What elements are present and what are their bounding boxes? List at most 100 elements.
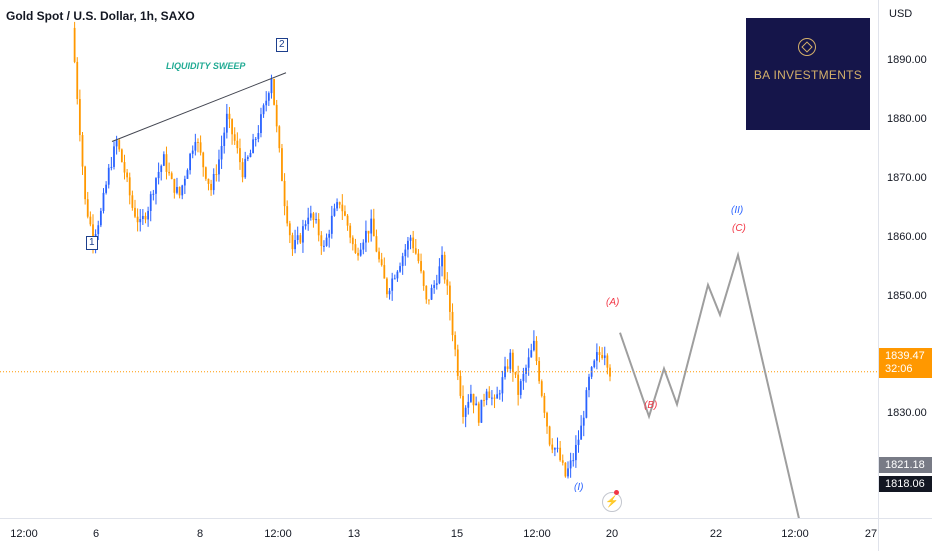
wave-1-label[interactable]: 1 — [86, 236, 98, 250]
candle-body[interactable] — [365, 230, 367, 243]
candle-body[interactable] — [393, 278, 396, 280]
candle-body[interactable] — [603, 355, 606, 358]
candle-body[interactable] — [396, 271, 399, 279]
current-price-badge[interactable]: 1839.47 32:06 — [879, 348, 932, 378]
candle-body[interactable] — [582, 417, 585, 426]
candle-body[interactable] — [275, 104, 278, 127]
candle-body[interactable] — [126, 172, 129, 178]
candle-body[interactable] — [149, 194, 152, 211]
candle-body[interactable] — [506, 366, 509, 369]
liquidity-sweep-trendline[interactable] — [111, 72, 287, 142]
candle-body[interactable] — [270, 79, 273, 94]
candle-body[interactable] — [102, 192, 105, 211]
price-axis[interactable]: USD 1890.00 1880.00 1870.00 1860.00 1850… — [878, 0, 932, 518]
candle-body[interactable] — [181, 185, 184, 196]
candle-body[interactable] — [543, 395, 546, 413]
candle-body[interactable] — [407, 240, 409, 250]
candle-body[interactable] — [588, 376, 590, 391]
candle-body[interactable] — [357, 252, 359, 256]
candle-body[interactable] — [386, 278, 388, 295]
candle-body[interactable] — [168, 171, 171, 174]
candle-body[interactable] — [383, 265, 386, 279]
candle-body[interactable] — [428, 299, 430, 301]
candle-body[interactable] — [480, 399, 483, 423]
wave-i-label[interactable]: (I) — [574, 482, 584, 493]
candle-body[interactable] — [359, 249, 362, 256]
candle-body[interactable] — [252, 139, 254, 154]
candle-body[interactable] — [606, 355, 609, 368]
candle-body[interactable] — [199, 142, 202, 153]
candle-body[interactable] — [401, 256, 404, 267]
candle-body[interactable] — [338, 202, 341, 205]
candle-body[interactable] — [291, 235, 294, 250]
candle-body[interactable] — [491, 397, 493, 399]
candle-body[interactable] — [567, 468, 569, 477]
candle-body[interactable] — [244, 158, 247, 178]
candle-body[interactable] — [580, 425, 583, 440]
candle-body[interactable] — [131, 195, 134, 208]
candle-body[interactable] — [462, 395, 464, 417]
candle-body[interactable] — [354, 244, 357, 253]
price-chart[interactable] — [0, 0, 878, 518]
candle-body[interactable] — [493, 397, 496, 399]
candle-body[interactable] — [559, 447, 562, 461]
candle-body[interactable] — [254, 138, 257, 140]
candle-body[interactable] — [561, 460, 564, 463]
candle-body[interactable] — [336, 202, 338, 209]
candle-body[interactable] — [170, 173, 173, 179]
candle-body[interactable] — [456, 349, 459, 376]
candle-body[interactable] — [446, 279, 449, 286]
candle-body[interactable] — [535, 340, 538, 362]
candle-body[interactable] — [496, 394, 499, 399]
candle-body[interactable] — [553, 448, 556, 450]
candle-body[interactable] — [375, 236, 378, 252]
candle-body[interactable] — [372, 218, 375, 237]
candle-body[interactable] — [522, 373, 525, 382]
candle-body[interactable] — [231, 119, 233, 135]
candle-body[interactable] — [228, 113, 231, 120]
candle-body[interactable] — [304, 224, 307, 227]
candle-body[interactable] — [89, 216, 92, 225]
candle-body[interactable] — [433, 284, 436, 288]
candle-body[interactable] — [315, 219, 317, 221]
candle-body[interactable] — [176, 186, 178, 193]
candle-body[interactable] — [412, 237, 415, 249]
candle-body[interactable] — [78, 99, 81, 136]
candle-body[interactable] — [134, 207, 136, 217]
candle-body[interactable] — [144, 215, 147, 220]
candle-body[interactable] — [341, 204, 344, 212]
candle-body[interactable] — [540, 381, 543, 396]
candle-body[interactable] — [212, 173, 215, 191]
candle-body[interactable] — [239, 148, 241, 163]
candle-body[interactable] — [420, 261, 422, 272]
candle-body[interactable] — [147, 210, 150, 220]
candle-body[interactable] — [118, 140, 121, 150]
candle-body[interactable] — [162, 154, 165, 166]
candle-body[interactable] — [220, 146, 223, 160]
candle-body[interactable] — [218, 159, 220, 175]
candle-body[interactable] — [404, 249, 407, 257]
candle-body[interactable] — [601, 355, 604, 358]
candle-body[interactable] — [309, 213, 312, 218]
candle-body[interactable] — [113, 146, 115, 167]
candle-body[interactable] — [115, 140, 118, 147]
candle-body[interactable] — [564, 462, 567, 477]
candle-body[interactable] — [464, 407, 467, 417]
candle-body[interactable] — [157, 171, 160, 179]
candle-body[interactable] — [509, 352, 512, 369]
candle-body[interactable] — [414, 248, 417, 254]
candle-body[interactable] — [99, 210, 102, 226]
candle-body[interactable] — [556, 447, 559, 449]
candle-body[interactable] — [136, 216, 139, 223]
candle-body[interactable] — [441, 254, 443, 267]
candle-body[interactable] — [598, 352, 601, 356]
candle-body[interactable] — [430, 287, 433, 300]
candle-body[interactable] — [236, 140, 239, 149]
candle-body[interactable] — [346, 215, 349, 226]
candle-body[interactable] — [278, 126, 281, 149]
candle-body[interactable] — [483, 399, 485, 401]
wave-a-label[interactable]: (A) — [606, 297, 620, 308]
candle-body[interactable] — [519, 381, 522, 395]
candle-body[interactable] — [107, 167, 110, 185]
candle-body[interactable] — [333, 208, 336, 216]
